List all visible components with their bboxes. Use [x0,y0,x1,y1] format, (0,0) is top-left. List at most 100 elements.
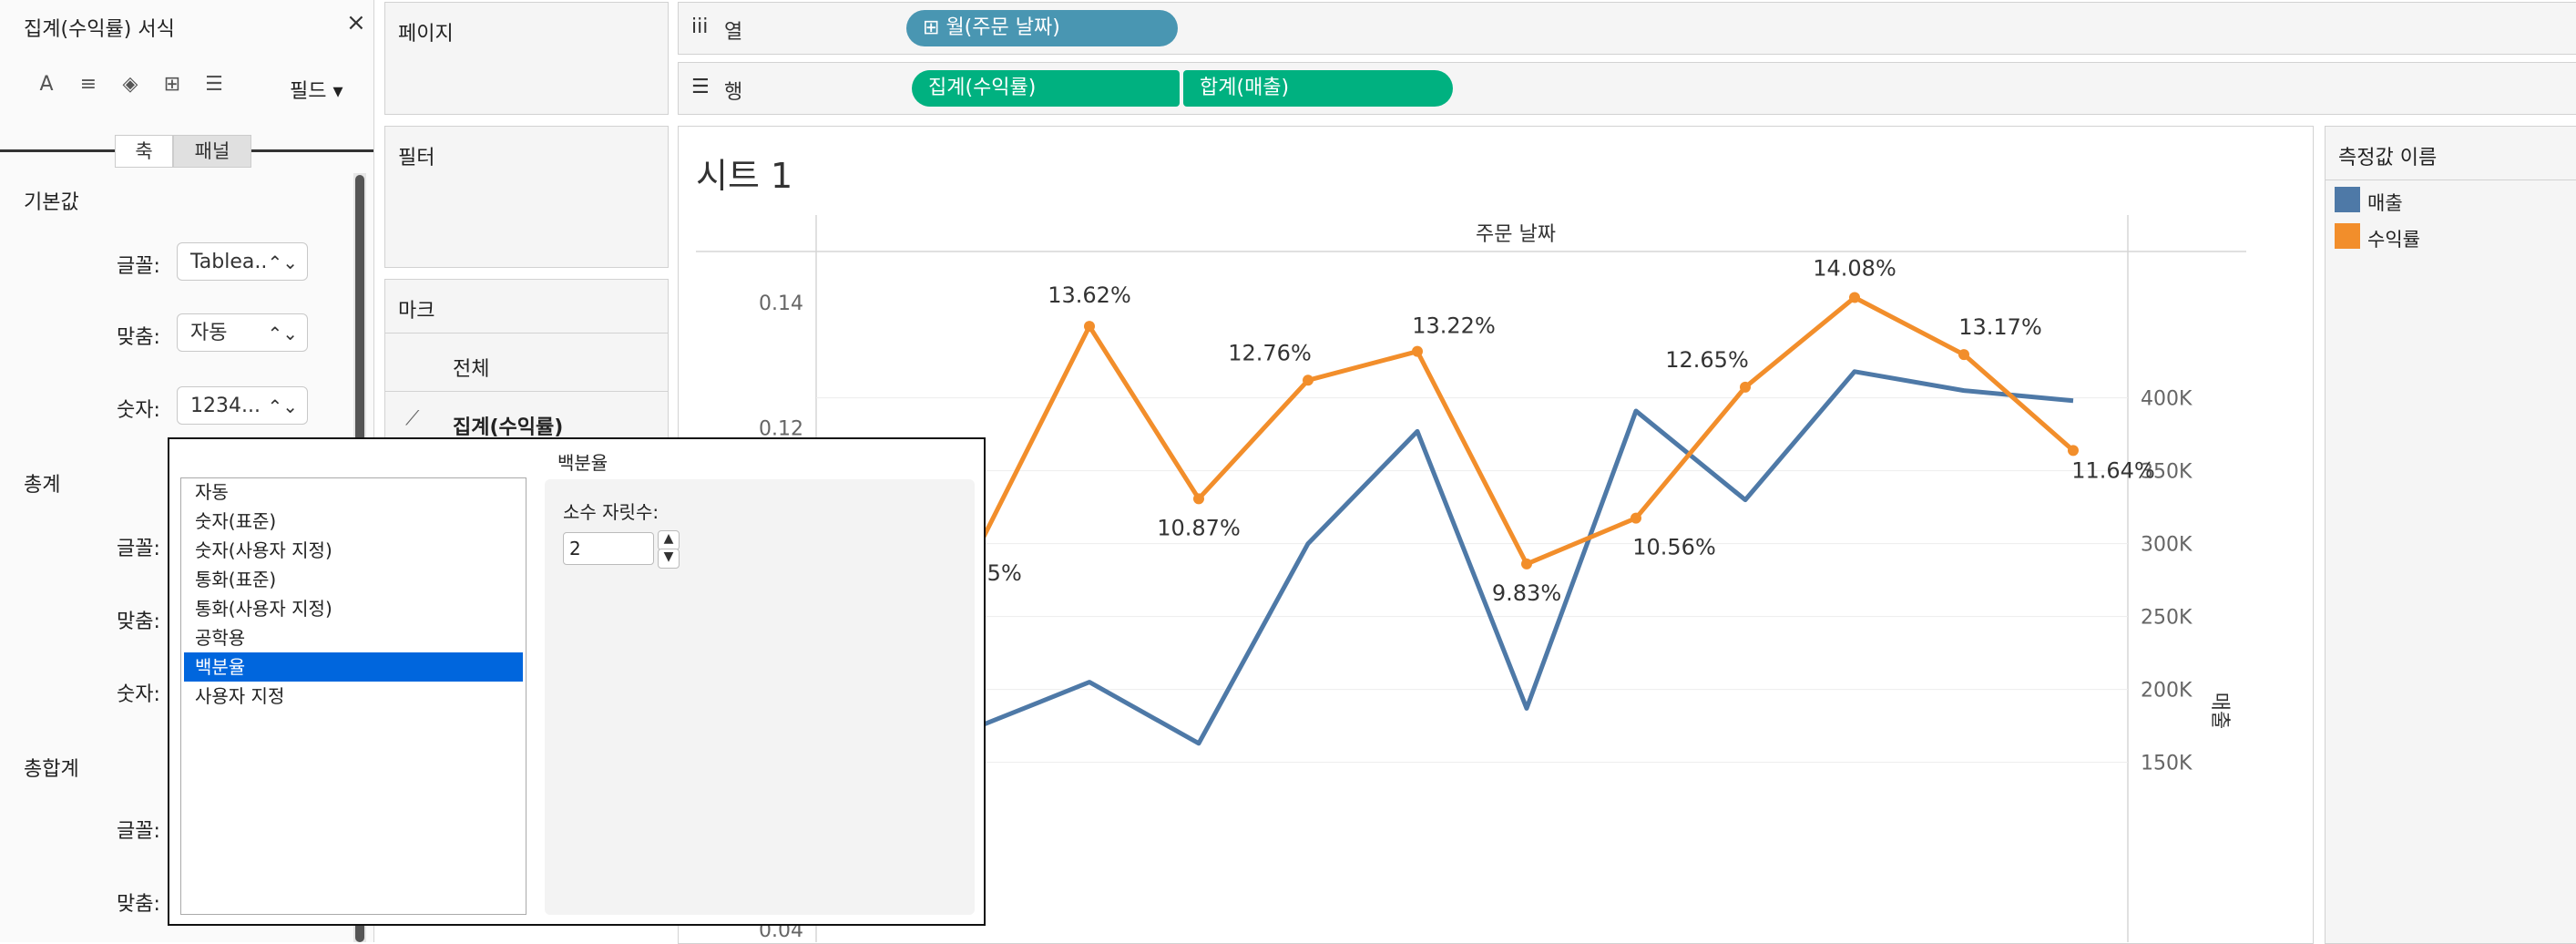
format-option[interactable]: 숫자(표준) [195,510,277,532]
format-pane-title: 집계(수익률) 서식 [24,18,175,41]
filters-shelf[interactable]: 필터 [384,126,669,268]
right-axis-tick: 350K [2141,461,2193,484]
shading-icon[interactable]: ◈ [122,73,138,96]
legend-swatch-profit [2335,223,2360,249]
format-option[interactable]: 사용자 지정 [195,685,285,707]
default-align-select[interactable]: 자동 ⌃⌄ [177,313,308,352]
profit-ratio-point [1630,512,1641,524]
profit-ratio-label: 12.65% [1665,347,1749,373]
marks-card: 마크 전체 ⟋ 집계(수익률) [384,279,669,445]
chart-grid [696,215,2246,942]
marks-all[interactable]: 전체 [453,358,490,381]
filters-title: 필터 [398,147,435,169]
borders-icon[interactable]: ⊞ [163,73,181,96]
line-mark-icon: ⟋ [405,407,420,430]
legend-card: 측정값 이름 매출 수익률 [2325,126,2576,944]
stepper-icon: ⌃⌄ [267,395,298,417]
profit-ratio-label: 11.64% [2071,457,2155,483]
right-axis-tick: 200K [2141,680,2193,703]
decimals-value: 2 [569,538,581,559]
profit-ratio-point [1849,292,1860,303]
pages-title: 페이지 [398,23,454,46]
legend-item-sales[interactable]: 매출 [2367,192,2403,214]
default-font-label: 글꼴: [117,255,160,278]
grand-totals-align-label: 맞춤: [117,893,160,916]
sales-line [979,369,2074,746]
default-font-select[interactable]: Tablea.. ⌃⌄ [177,242,308,281]
field-dropdown-label: 필드 [290,80,327,103]
right-axis-tick: 300K [2141,534,2193,557]
totals-number-label: 숫자: [117,683,160,706]
default-font-value: Tablea.. [190,251,268,273]
default-number-select[interactable]: 1234... ⌃⌄ [177,386,308,425]
profit-ratio-label: 13.17% [1958,314,2042,340]
legend-title: 측정값 이름 [2338,147,2438,169]
field-dropdown[interactable]: 필드 ▾ [290,80,343,103]
align-icon[interactable]: ≡ [79,73,97,96]
sheet-title: 시트 1 [696,156,793,196]
rows-shelf[interactable]: ☰ 행 집계(수익률) 합계(매출) [678,62,2576,115]
tab-panel[interactable]: 패널 [173,135,251,168]
font-icon[interactable]: A [39,73,54,96]
row-pill-sales[interactable]: 합계(매출) [1183,70,1453,107]
column-pill-label: 월(주문 날짜) [946,16,1060,39]
profit-ratio-label: 13.22% [1412,313,1496,339]
grand-totals-font-label: 글꼴: [117,820,160,843]
decimals-input[interactable]: 2 [563,532,654,565]
row-pill-profit-ratio[interactable]: 집계(수익률) [912,70,1180,107]
tab-axis[interactable]: 축 [115,135,173,168]
profit-ratio-line [977,294,2075,567]
profit-ratio-point [2068,445,2079,457]
legend-item-profit[interactable]: 수익률 [2367,229,2420,251]
columns-icon: iii [691,15,709,38]
expand-icon: ⊞ [923,16,946,39]
format-panel-title: 백분율 [557,452,608,474]
section-totals-heading: 총계 [24,474,61,497]
format-option[interactable]: 자동 [195,481,229,503]
right-axis-tick: 400K [2141,388,2193,411]
stepper-icon: ⌃⌄ [267,323,298,344]
pages-shelf[interactable]: 페이지 [384,2,669,115]
profit-ratio-label: 10.87% [1157,515,1241,540]
divider [385,391,668,392]
profit-ratio-point [1412,345,1423,357]
totals-align-label: 맞춤: [117,611,160,633]
legend-swatch-sales [2335,187,2360,212]
decrement-icon[interactable]: ▼ [658,549,680,569]
format-option[interactable]: 통화(표준) [195,569,277,590]
profit-ratio-point [1958,349,1969,361]
profit-ratio-point [1303,375,1314,386]
columns-label: 열 [724,21,743,44]
rows-icon: ☰ [691,76,710,98]
right-axis-tick: 250K [2141,607,2193,630]
right-axis-title: 매출 [2208,693,2231,729]
number-format-list[interactable] [180,477,526,915]
left-axis-tick: 0.14 [759,292,803,315]
increment-icon[interactable]: ▲ [658,530,680,550]
format-option[interactable]: 숫자(사용자 지정) [195,539,332,561]
profit-ratio-label: 14.08% [1813,255,1896,281]
profit-ratio-label: 12.76% [1228,340,1312,365]
column-pill-order-date[interactable]: ⊞ 월(주문 날짜) [906,10,1178,46]
format-option[interactable]: 통화(사용자 지정) [195,598,332,620]
right-axis-tick: 150K [2141,753,2193,775]
series-sales [979,369,2074,746]
default-align-label: 맞춤: [117,326,160,349]
default-number-value: 1234... [190,395,261,417]
right-axis: 400K 350K 300K 250K 200K 150K [2141,388,2193,775]
default-align-value: 자동 [190,322,228,344]
format-option[interactable]: 백분율 [184,652,523,682]
totals-font-label: 글꼴: [117,538,160,560]
profit-ratio-label: 10.56% [1632,535,1716,560]
profit-ratio-label: 9.83% [1492,580,1561,606]
marks-measure[interactable]: 집계(수익률) [453,416,564,439]
lines-icon[interactable]: ☰ [205,73,223,96]
profit-ratio-point [1521,558,1532,569]
columns-shelf[interactable]: iii 열 ⊞ 월(주문 날짜) [678,2,2576,55]
format-option[interactable]: 공학용 [195,627,246,649]
profit-ratio-point [1740,381,1751,393]
profit-ratio-point [1084,321,1095,333]
close-icon[interactable]: × [346,9,366,36]
profit-ratio-point [1193,493,1204,505]
default-number-label: 숫자: [117,399,160,422]
